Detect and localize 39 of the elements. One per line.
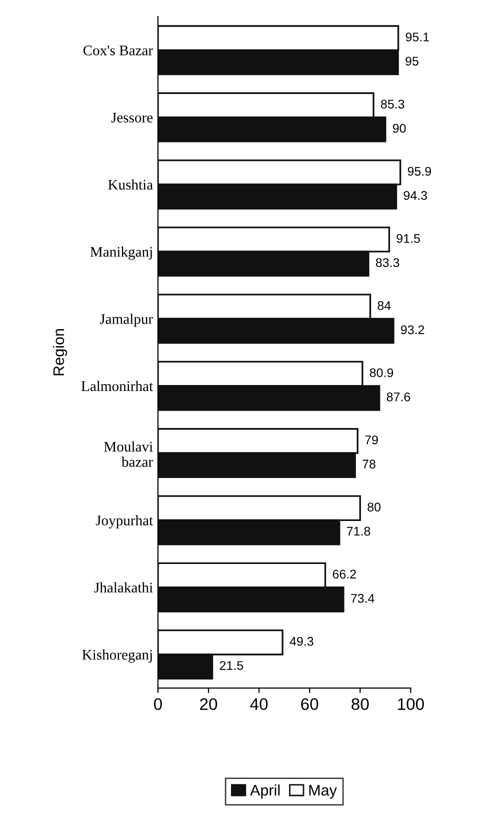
- data-label: 80.9: [370, 368, 394, 378]
- y-tick-label: Manikganj: [90, 246, 152, 260]
- legend-label: April: [250, 784, 280, 799]
- data-label: 95: [406, 56, 418, 66]
- data-label: 85.3: [381, 100, 404, 109]
- data-label: 95.1: [406, 32, 429, 42]
- y-tick-label: Cox's Bazar: [83, 46, 153, 56]
- y-tick-label: Moulavi bazar: [104, 441, 153, 467]
- data-label: 79: [365, 435, 378, 444]
- data-label: 49.3: [290, 636, 314, 646]
- y-axis-title: Region: [52, 329, 68, 376]
- data-label: 93.2: [401, 325, 424, 334]
- x-tick-label: 100: [398, 698, 424, 710]
- x-tick-label: 40: [250, 698, 268, 710]
- data-label: 71.8: [346, 526, 370, 536]
- data-label: 84: [378, 301, 391, 310]
- y-tick-label: Joypurhat: [96, 515, 154, 528]
- y-tick-label: Jessore: [111, 112, 153, 123]
- data-label: 78: [362, 460, 376, 468]
- x-tick-label: 60: [301, 698, 318, 710]
- data-label: 90: [392, 124, 406, 133]
- y-tick-label: Jamalpur: [100, 314, 153, 327]
- y-tick-label: Lalmonirhat: [81, 380, 154, 392]
- x-tick-label: 20: [200, 698, 218, 710]
- data-label: 87.6: [386, 392, 410, 402]
- data-label: 21.5: [220, 661, 244, 670]
- data-label: 83.3: [376, 258, 400, 268]
- y-tick-label: Kishoreganj: [82, 649, 152, 663]
- y-tick-label: Kushtia: [108, 179, 153, 190]
- data-label: 73.4: [351, 594, 374, 603]
- data-label: 94.3: [404, 191, 427, 200]
- y-tick-label: Jhalakathi: [94, 582, 153, 593]
- data-label: 80: [368, 502, 380, 512]
- x-tick-label: 0: [154, 698, 162, 710]
- x-tick-label: 80: [352, 698, 369, 710]
- data-label: 66.2: [332, 570, 356, 579]
- data-label: 91.5: [396, 234, 420, 243]
- legend-label: May: [309, 784, 337, 799]
- data-label: 95.9: [408, 166, 431, 176]
